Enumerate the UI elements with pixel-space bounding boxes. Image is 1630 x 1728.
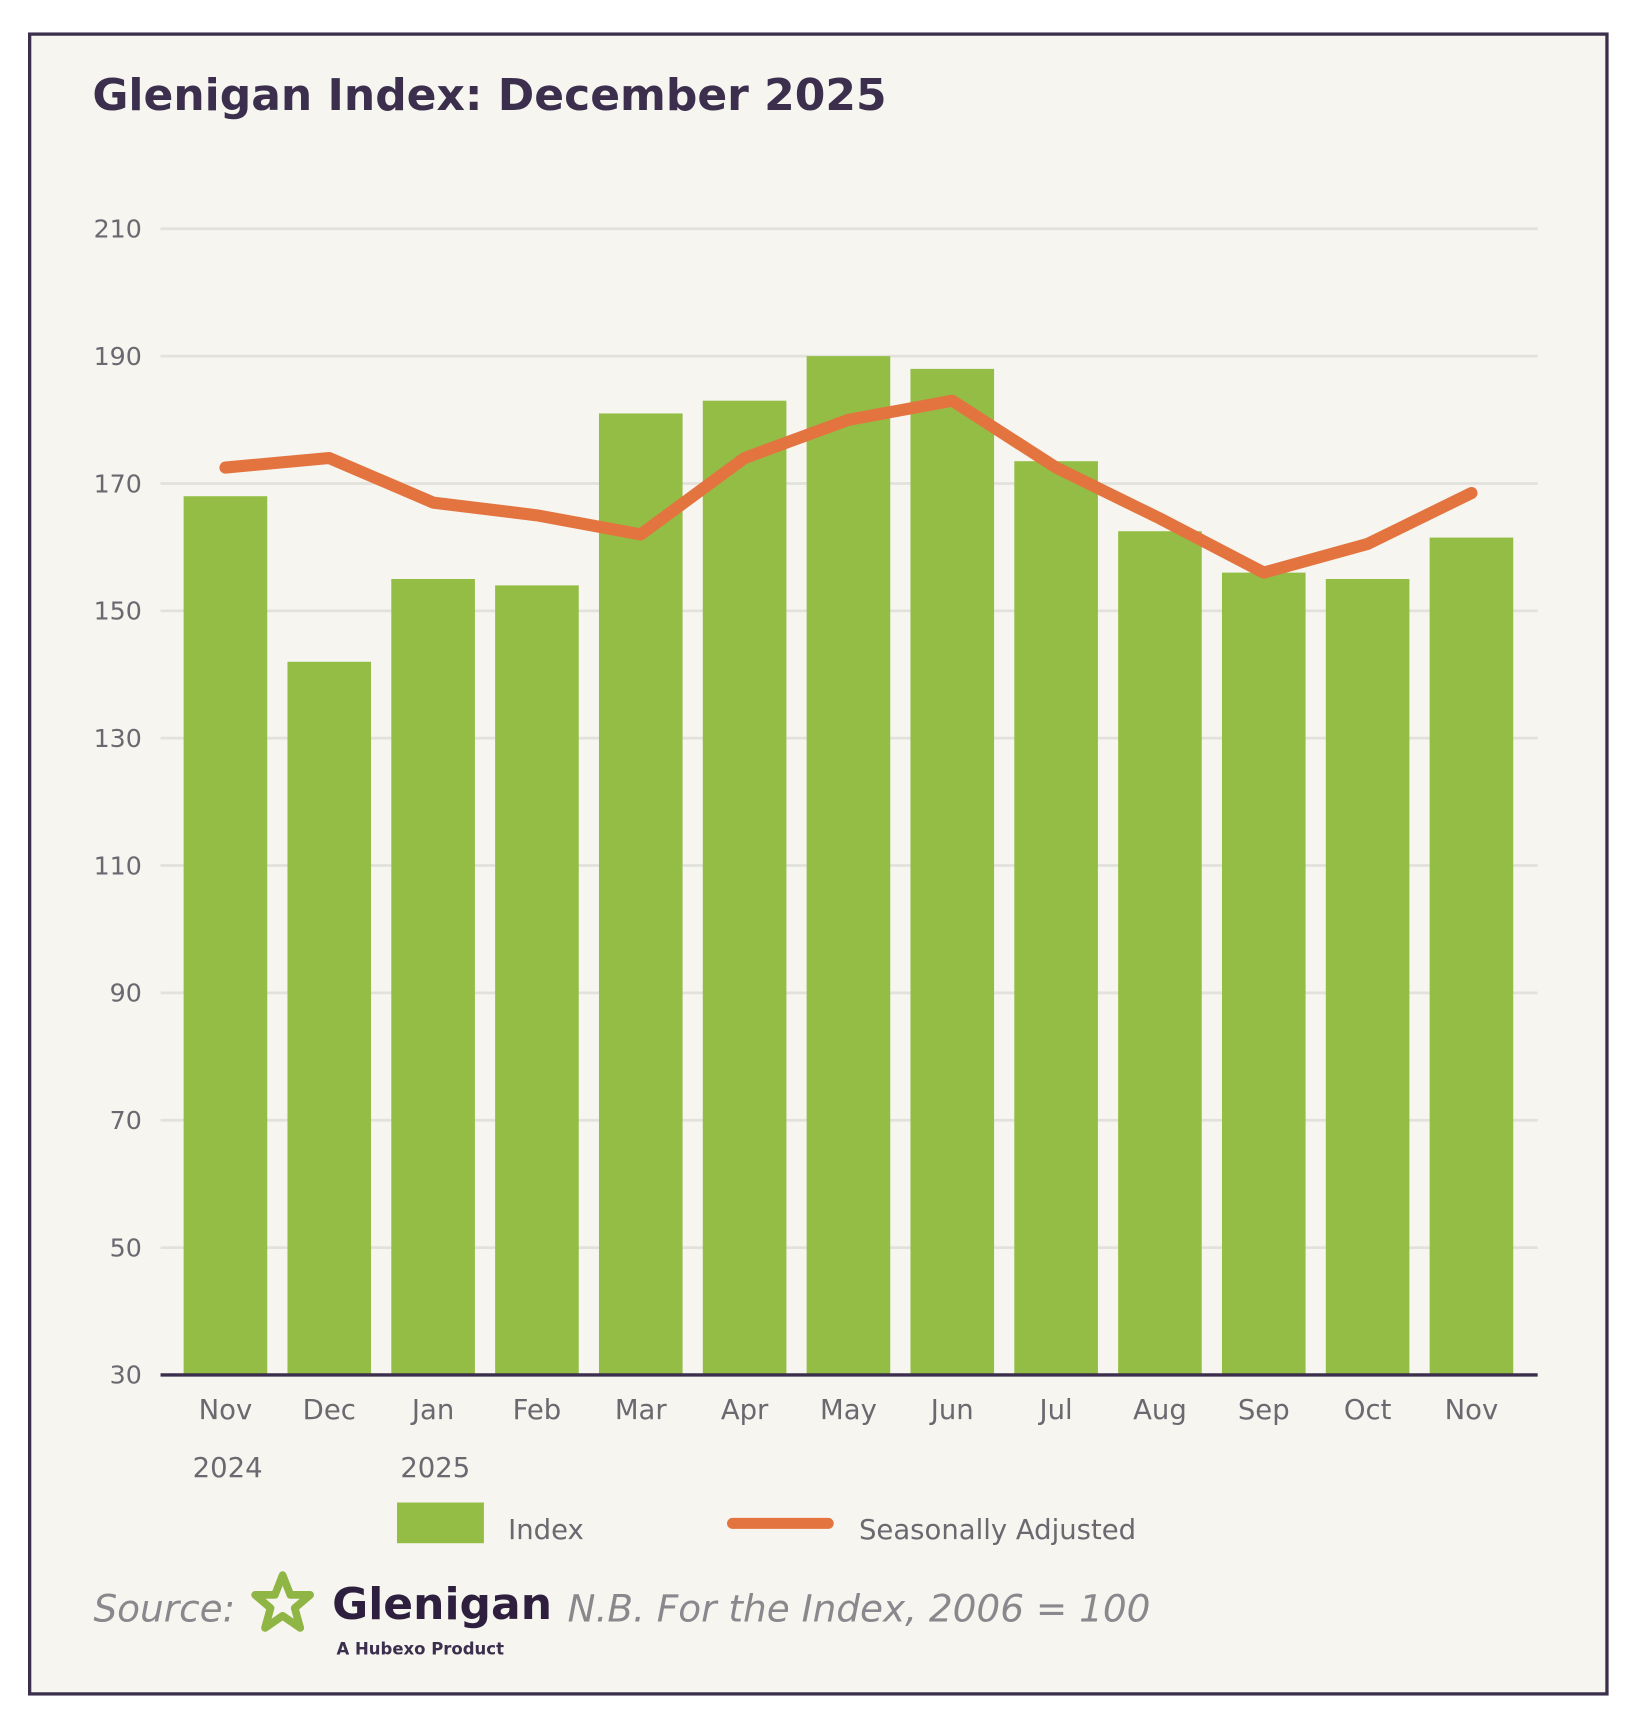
bar-index — [702, 400, 787, 1375]
y-tick-label: 170 — [94, 469, 142, 498]
bar-index — [910, 368, 995, 1375]
bar-index — [598, 413, 683, 1375]
bars — [183, 356, 1514, 1375]
x-tick-label: Nov — [199, 1394, 253, 1426]
x-tick-label: Feb — [513, 1394, 562, 1426]
x-tick-label: Dec — [303, 1394, 356, 1426]
y-tick-label: 70 — [110, 1106, 142, 1135]
bar-index — [1014, 461, 1098, 1375]
x-tick-label: Apr — [721, 1394, 769, 1426]
x-tick-label: Jun — [929, 1394, 974, 1426]
x-tick-label: Sep — [1238, 1394, 1290, 1426]
x-tick-year-label: 2024 — [193, 1452, 263, 1484]
source-label: Source: — [93, 1586, 235, 1630]
legend-sa-label: Seasonally Adjusted — [859, 1514, 1136, 1546]
y-tick-label: 50 — [110, 1233, 142, 1262]
bar-index — [806, 356, 891, 1375]
bar-index — [1325, 578, 1410, 1375]
bar-index — [1221, 572, 1306, 1375]
y-tick-label: 150 — [94, 597, 142, 626]
x-tick-label: May — [820, 1394, 877, 1426]
legend-index-label: Index — [508, 1514, 584, 1546]
bar-index — [1118, 531, 1202, 1375]
bar-index — [1429, 537, 1514, 1375]
legend: Index Seasonally Adjusted — [397, 1502, 1136, 1546]
x-axis-ticks: Nov 2024 Dec Jan 2025 Feb Mar Apr May Jun Jul Aug Se… — [193, 1394, 1499, 1484]
brand-logo-text: Glenigan — [332, 1579, 552, 1630]
index-note: N.B. For the Index, 2006 = 100 — [568, 1586, 1151, 1630]
x-tick-year-label: 2025 — [400, 1452, 470, 1484]
footer: Source: Glenigan A Hubexo Product N.B. F… — [93, 1571, 1151, 1658]
x-tick-label: Oct — [1344, 1394, 1392, 1426]
y-tick-label: 110 — [94, 851, 142, 880]
brand-tagline: A Hubexo Product — [337, 1639, 505, 1658]
legend-index-swatch — [397, 1502, 484, 1544]
bar-index — [495, 585, 579, 1375]
y-tick-label: 210 — [94, 215, 142, 244]
y-tick-label: 190 — [94, 342, 142, 371]
seasonally-adjusted-line — [219, 394, 1478, 579]
y-tick-label: 90 — [110, 979, 142, 1008]
x-tick-label: Aug — [1133, 1394, 1187, 1426]
x-tick-label: Mar — [615, 1394, 668, 1426]
bar-index — [183, 496, 268, 1375]
x-tick-label: Nov — [1445, 1394, 1499, 1426]
glenigan-star-icon — [251, 1571, 314, 1632]
bar-index — [391, 578, 475, 1375]
x-tick-label: Jan — [410, 1394, 454, 1426]
y-axis-ticks: 210 190 170 150 130 110 90 70 50 30 — [94, 215, 142, 1390]
y-tick-label: 30 — [110, 1361, 142, 1390]
bar-index — [287, 661, 372, 1375]
x-tick-label: Jul — [1038, 1394, 1073, 1426]
y-tick-label: 130 — [94, 724, 142, 753]
chart-title: Glenigan Index: December 2025 — [92, 70, 886, 121]
